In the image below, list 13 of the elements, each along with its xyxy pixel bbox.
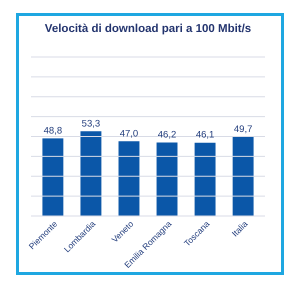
bar	[232, 136, 254, 216]
data-label: 46,1	[196, 130, 214, 141]
bar	[156, 142, 178, 216]
chart-title: Velocità di download pari a 100 Mbit/s	[44, 23, 252, 35]
bar	[118, 141, 140, 216]
data-label: 46,2	[158, 130, 176, 141]
bar	[194, 142, 216, 216]
data-label: 53,3	[82, 118, 100, 130]
bar	[42, 138, 64, 216]
data-label: 47,0	[120, 128, 138, 140]
bar	[80, 131, 102, 216]
data-label: 48,8	[44, 125, 62, 136]
data-label: 49,7	[234, 124, 252, 135]
